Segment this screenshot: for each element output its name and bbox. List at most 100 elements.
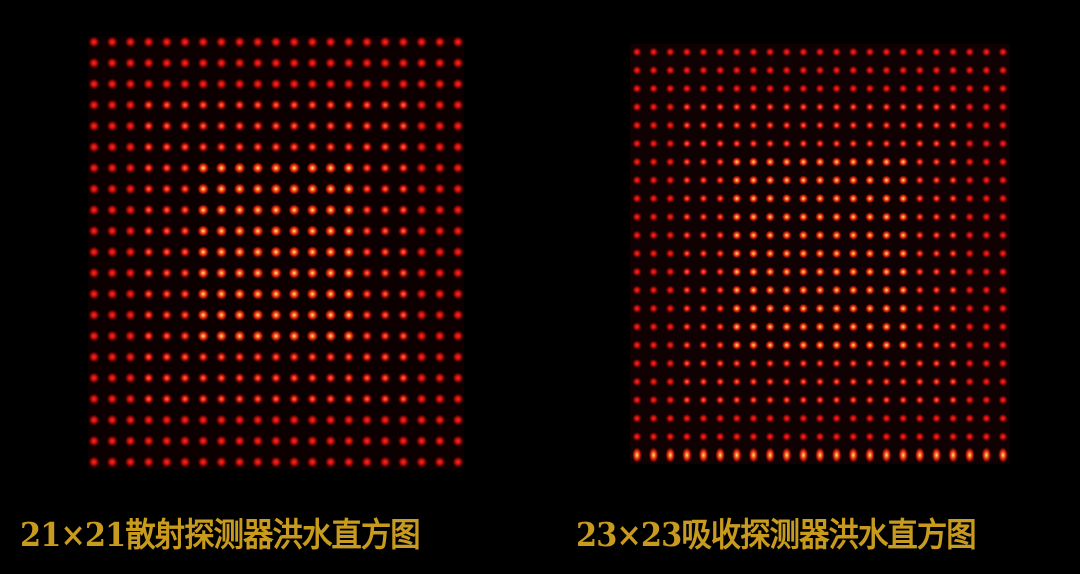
histogram-spot [681, 266, 692, 277]
histogram-spot [324, 309, 337, 321]
histogram-spot [815, 447, 825, 463]
histogram-spot [681, 120, 692, 131]
histogram-spot [251, 393, 264, 405]
histogram-spot [124, 330, 137, 342]
histogram-spot [215, 393, 228, 405]
histogram-spot [798, 230, 809, 241]
histogram-spot [397, 351, 410, 363]
histogram-spot [632, 413, 642, 424]
histogram-spot [898, 193, 909, 204]
histogram-spot [452, 372, 464, 384]
histogram-spot [964, 376, 975, 387]
histogram-spot [415, 456, 428, 468]
histogram-spot [342, 351, 355, 363]
histogram-spot [815, 138, 825, 149]
histogram-spot [948, 358, 959, 369]
histogram-spot [648, 65, 659, 76]
histogram-spot [88, 183, 100, 195]
histogram-spot [948, 395, 959, 405]
histogram-spot [898, 413, 909, 424]
histogram-spot [964, 138, 975, 149]
histogram-spot [632, 47, 642, 57]
histogram-spot [632, 340, 642, 351]
histogram-spot [88, 141, 100, 153]
histogram-spot [179, 456, 191, 468]
histogram-spot [379, 456, 392, 468]
histogram-spot [397, 372, 410, 384]
histogram-spot [815, 120, 825, 131]
histogram-spot [864, 321, 875, 332]
histogram-spot [632, 431, 642, 442]
histogram-spot [665, 47, 676, 57]
histogram-spot [765, 285, 776, 296]
histogram-spot [781, 376, 792, 387]
histogram-spot [948, 321, 959, 332]
histogram-spot [251, 78, 264, 90]
histogram-spot [288, 36, 301, 48]
histogram-spot [831, 193, 842, 204]
histogram-spot [306, 414, 319, 426]
histogram-spot [765, 321, 776, 332]
histogram-spot [342, 456, 355, 468]
histogram-spot [765, 431, 776, 442]
histogram-spot [324, 225, 337, 237]
histogram-spot [342, 246, 355, 258]
histogram-spot [215, 309, 228, 321]
histogram-spot [160, 99, 173, 111]
histogram-spot [914, 47, 925, 57]
histogram-spot [665, 340, 676, 351]
histogram-spot [433, 204, 446, 216]
histogram-spot [288, 99, 301, 111]
histogram-spot [415, 288, 428, 300]
histogram-spot [698, 303, 709, 314]
histogram-spot [798, 340, 809, 351]
histogram-spot [998, 447, 1008, 463]
histogram-spot [998, 156, 1008, 167]
histogram-spot [765, 395, 776, 405]
histogram-spot [270, 435, 282, 447]
histogram-spot [998, 340, 1008, 351]
histogram-spot [848, 83, 859, 94]
histogram-spot [197, 309, 210, 321]
histogram-spot [215, 183, 228, 195]
histogram-spot [648, 340, 659, 351]
histogram-spot [681, 175, 692, 186]
histogram-spot [864, 120, 875, 131]
histogram-spot [215, 162, 228, 174]
histogram-spot [124, 288, 137, 300]
histogram-spot [914, 303, 925, 314]
histogram-spot [106, 78, 119, 90]
histogram-spot [324, 120, 337, 132]
histogram-spot [748, 285, 759, 296]
histogram-spot [848, 248, 859, 259]
histogram-spot [124, 225, 137, 237]
histogram-spot [914, 358, 925, 369]
histogram-spot [748, 395, 759, 405]
histogram-spot [731, 83, 742, 94]
histogram-spot [433, 435, 446, 447]
histogram-spot [815, 376, 825, 387]
histogram-spot [848, 120, 859, 131]
histogram-spot [864, 47, 875, 57]
histogram-spot [379, 36, 392, 48]
histogram-spot [415, 36, 428, 48]
histogram-spot [715, 156, 726, 167]
histogram-spot [433, 246, 446, 258]
histogram-spot [931, 211, 942, 222]
histogram-spot [781, 83, 792, 94]
histogram-spot [748, 156, 759, 167]
histogram-spot [233, 414, 246, 426]
histogram-spot [731, 358, 742, 369]
histogram-spot [731, 230, 742, 241]
histogram-spot [397, 435, 410, 447]
histogram-spot [251, 309, 264, 321]
histogram-spot [698, 230, 709, 241]
histogram-spot [948, 211, 959, 222]
histogram-spot [160, 456, 173, 468]
histogram-spot [632, 266, 642, 277]
histogram-spot [415, 330, 428, 342]
histogram-spot [798, 156, 809, 167]
histogram-spot [831, 156, 842, 167]
left-caption: 21×21散射探测器洪水直方图 [20, 515, 421, 554]
histogram-spot [981, 376, 992, 387]
